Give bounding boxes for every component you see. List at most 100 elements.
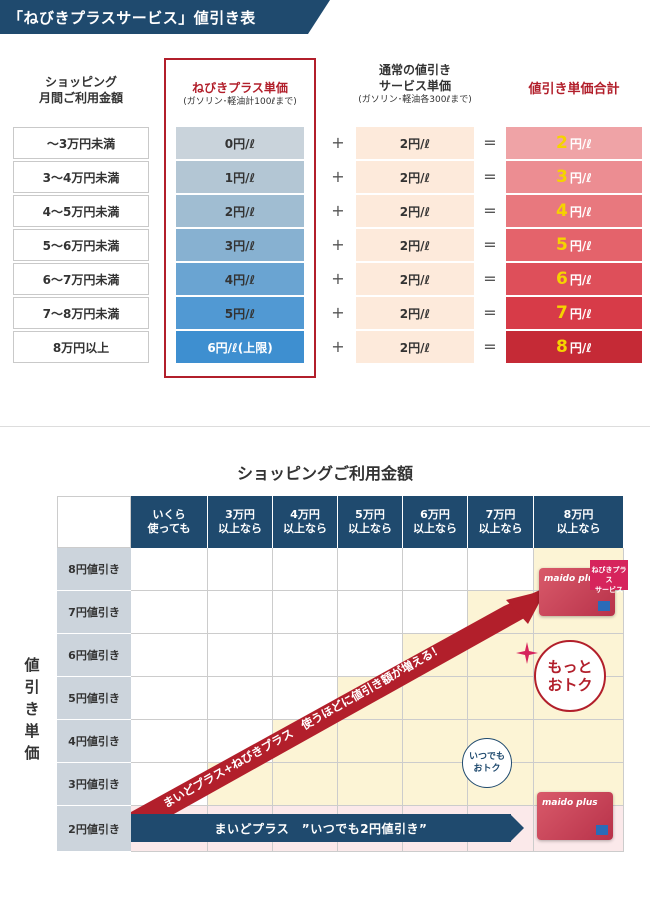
grid-cell <box>131 720 208 763</box>
grid-cell <box>131 548 208 591</box>
vertical-axis-label: 値引き単価 <box>24 656 40 762</box>
regular-unit-cell: 2円/ℓ <box>356 297 474 329</box>
card-logo: maido plus <box>542 798 598 808</box>
plus-sign: + <box>331 167 345 186</box>
total-unit-cell: 5 円/ℓ <box>506 229 642 261</box>
page-title: 「ねびきプラスサービス」値引き表 <box>8 9 256 27</box>
total-unit-cell: 4 円/ℓ <box>506 195 642 227</box>
total-unit-cell: 3 円/ℓ <box>506 161 642 193</box>
nebiki-unit-cell: 0円/ℓ <box>176 127 304 159</box>
grid-col-header: 7万円 以上なら <box>468 496 534 548</box>
row-range-label: 3〜4万円未満 <box>13 161 149 193</box>
grid-cell <box>273 634 338 677</box>
grid-cell <box>131 677 208 720</box>
row-range-label: 6〜7万円未満 <box>13 263 149 295</box>
col-header-shopping: ショッピング 月間ご利用金額 <box>38 75 123 105</box>
grid-col-header: 8万円 以上なら <box>534 496 624 548</box>
equals-sign: = <box>483 269 497 288</box>
plus-sign: + <box>331 201 345 220</box>
plus-sign: + <box>331 269 345 288</box>
total-unit: 円/ℓ <box>569 136 592 151</box>
sparkle-icon <box>516 642 538 664</box>
grid-cell <box>208 591 273 634</box>
regular-unit-cell: 2円/ℓ <box>356 263 474 295</box>
card-brand-mark <box>598 601 610 611</box>
grid-cell <box>338 634 403 677</box>
grid-cell <box>273 591 338 634</box>
grid-col-header: 6万円 以上なら <box>403 496 468 548</box>
row-range-label: 〜3万円未満 <box>13 127 149 159</box>
grid-cell <box>403 677 468 720</box>
total-unit: 円/ℓ <box>569 306 592 321</box>
equals-sign: = <box>483 303 497 322</box>
total-number: 5 <box>556 235 568 255</box>
grid-cell <box>131 591 208 634</box>
grid-col-header: 5万円 以上なら <box>338 496 403 548</box>
row-range-label: 8万円以上 <box>13 331 149 363</box>
total-unit-cell: 7 円/ℓ <box>506 297 642 329</box>
total-unit: 円/ℓ <box>569 340 592 355</box>
grid-col-header: いくら 使っても <box>131 496 208 548</box>
col-header-regular-sub: (ガソリン･軽油各300ℓまで) <box>358 95 472 105</box>
grid-cell <box>273 763 338 806</box>
grid-cell <box>468 548 534 591</box>
grid-cell <box>131 634 208 677</box>
grid-col-header: 4万円 以上なら <box>273 496 338 548</box>
regular-unit-cell: 2円/ℓ <box>356 161 474 193</box>
grid-row-label: 5円値引き <box>57 677 131 720</box>
grid-cell <box>208 634 273 677</box>
total-number: 4 <box>556 201 568 221</box>
grid-corner <box>57 496 131 548</box>
regular-unit-cell: 2円/ℓ <box>356 195 474 227</box>
plus-sign: + <box>331 133 345 152</box>
blue-base-bar: まいどプラス ”いつでも2円値引き” <box>131 814 511 842</box>
card-image-bottom: maido plus <box>537 792 613 840</box>
nebiki-unit-cell: 6円/ℓ(上限) <box>176 331 304 363</box>
grid-row-label: 2円値引き <box>57 806 131 852</box>
grid-cell <box>403 763 468 806</box>
section-divider <box>0 426 650 427</box>
total-unit-cell: 2 円/ℓ <box>506 127 642 159</box>
total-unit-cell: 8 円/ℓ <box>506 331 642 363</box>
col-header-nebiki-title: ねびきプラス単価 <box>192 81 288 95</box>
col-header-regular-title: 通常の値引き サービス単価 <box>378 63 451 93</box>
equals-sign: = <box>483 337 497 356</box>
grid-cell <box>468 677 534 720</box>
grid-col-header: 3万円 以上なら <box>208 496 273 548</box>
total-unit: 円/ℓ <box>569 238 592 253</box>
grid-cell <box>338 720 403 763</box>
nebiki-highlight-frame <box>164 58 316 378</box>
equals-sign: = <box>483 133 497 152</box>
grid-row-label: 7円値引き <box>57 591 131 634</box>
grid-title: ショッピングご利用金額 <box>236 464 413 483</box>
equals-sign: = <box>483 167 497 186</box>
grid-row-label: 8円値引き <box>57 548 131 591</box>
grid-cell <box>403 548 468 591</box>
regular-unit-cell: 2円/ℓ <box>356 127 474 159</box>
page-header-banner: 「ねびきプラスサービス」値引き表 <box>0 0 330 34</box>
grid-cell <box>403 720 468 763</box>
grid-cell <box>338 548 403 591</box>
equals-sign: = <box>483 201 497 220</box>
row-range-label: 7〜8万円未満 <box>13 297 149 329</box>
grid-row-label: 6円値引き <box>57 634 131 677</box>
total-unit: 円/ℓ <box>569 170 592 185</box>
total-number: 3 <box>556 167 568 187</box>
grid-cell <box>273 548 338 591</box>
nebiki-unit-cell: 3円/ℓ <box>176 229 304 261</box>
col-header-nebiki-sub: (ガソリン･軽油計100ℓまで) <box>183 97 297 107</box>
row-range-label: 5〜6万円未満 <box>13 229 149 261</box>
total-number: 6 <box>556 269 568 289</box>
col-header-total: 値引き単価合計 <box>528 82 620 97</box>
grid-cell <box>338 591 403 634</box>
nebiki-unit-cell: 4円/ℓ <box>176 263 304 295</box>
always-savings-bubble: いつでも おトク <box>462 738 512 788</box>
nebiki-badge: ねびきプラス サービス <box>590 560 628 594</box>
nebiki-unit-cell: 2円/ℓ <box>176 195 304 227</box>
total-unit: 円/ℓ <box>569 272 592 287</box>
card-logo: maido plus <box>544 574 600 584</box>
total-unit-cell: 6 円/ℓ <box>506 263 642 295</box>
total-number: 8 <box>556 337 568 357</box>
grid-row-label: 3円値引き <box>57 763 131 806</box>
